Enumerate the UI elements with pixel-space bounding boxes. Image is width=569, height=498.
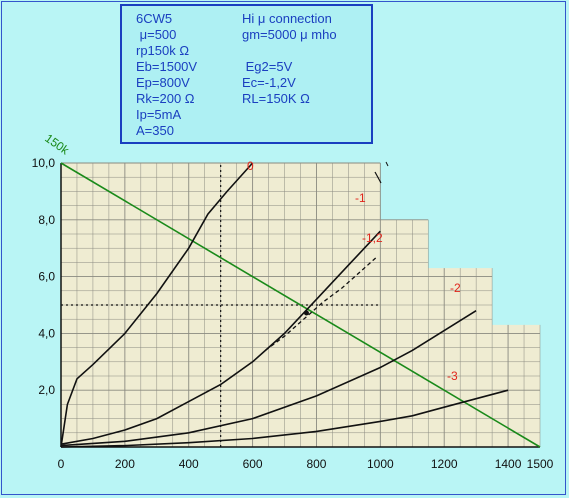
plate-curve [60, 162, 254, 448]
tube-parameters-box: 6CW5 Hi μ connection μ=500 gm=5000 μ mho rp… [120, 4, 373, 144]
x-tick-label: 600 [243, 457, 263, 471]
x-tick-label: 0 [58, 457, 65, 471]
pen-mark [385, 161, 389, 167]
x-tick-label: 800 [306, 457, 326, 471]
parameter-text: Ep=800V [136, 75, 190, 90]
y-tick-label: 4,0 [38, 326, 55, 340]
x-tick-label: 1400 [495, 457, 522, 471]
plate-curve [60, 230, 381, 445]
graph-paper-panel [492, 324, 540, 447]
plate-curve [60, 310, 477, 447]
x-tick-label: 1200 [431, 457, 458, 471]
y-tick-label: 8,0 [38, 213, 55, 227]
curve-label: 0 [247, 159, 254, 173]
x-tick-label: 200 [115, 457, 135, 471]
load-line [60, 162, 541, 448]
parameter-text: rp150k Ω [136, 43, 190, 58]
curve-label: -1,2 [362, 231, 383, 245]
load-line-label: 150k [42, 131, 72, 158]
operating-point [303, 310, 309, 316]
parameter-text: 6CW5 [136, 11, 173, 26]
parameter-text: μ=500 [136, 27, 177, 42]
parameter-text: A=350 [136, 123, 174, 138]
x-tick-label: 1000 [367, 457, 394, 471]
parameter-text: Eb=1500V [136, 59, 198, 74]
parameter-text: RL=150K Ω [242, 91, 310, 106]
x-tick-label: 1500 [527, 457, 554, 471]
parameter-text: Eg2=5V [242, 59, 293, 74]
curve-label: -1 [355, 191, 366, 205]
parameter-text: gm=5000 μ mho [242, 27, 337, 42]
plate-curve [265, 256, 378, 351]
curve-label: -2 [450, 281, 461, 295]
parameter-text: Ec=-1,2V [242, 75, 296, 90]
y-tick-label: 2,0 [38, 383, 55, 397]
parameter-text: Hi μ connection [242, 11, 332, 26]
y-tick-label: 6,0 [38, 270, 55, 284]
y-tick-label: 10,0 [32, 156, 56, 170]
parameter-text: Rk=200 Ω [136, 91, 195, 106]
pen-mark [374, 171, 382, 184]
plate-curve [60, 389, 509, 448]
parameter-text: Ip=5mA [136, 107, 182, 122]
curve-label: -3 [447, 369, 458, 383]
x-tick-label: 400 [179, 457, 199, 471]
